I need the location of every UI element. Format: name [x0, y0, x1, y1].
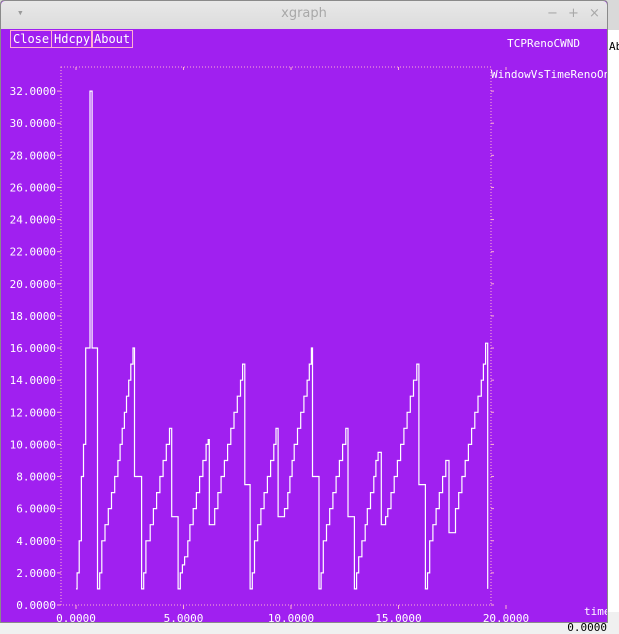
close-icon[interactable]: ×: [589, 6, 600, 21]
plot-frame: [60, 66, 492, 606]
window-menu-icon[interactable]: ▾: [17, 6, 24, 19]
x-tick-label: 15.0000: [375, 612, 421, 622]
x-tick-label: 20.0000: [483, 612, 529, 622]
series-line: [76, 90, 489, 590]
window-title: xgraph: [281, 6, 327, 21]
title-bar[interactable]: ▾ xgraph − + ×: [1, 1, 607, 30]
y-tick-label: 14.0000: [10, 374, 56, 387]
y-tick-label: 2.0000: [16, 567, 56, 580]
background-window-right-edge: Ab: [607, 30, 619, 634]
about-button[interactable]: About: [91, 30, 134, 48]
y-tick-label: 4.0000: [16, 535, 56, 548]
x-tick-label: 5.0000: [164, 612, 204, 622]
maximize-icon[interactable]: +: [568, 6, 579, 21]
minimize-icon[interactable]: −: [547, 6, 558, 21]
y-tick-label: 16.0000: [10, 342, 56, 355]
y-tick-label: 26.0000: [10, 181, 56, 194]
y-tick-label: 22.0000: [10, 246, 56, 259]
y-tick-label: 28.0000: [10, 149, 56, 162]
x-tick-label: 0.0000: [56, 612, 96, 622]
y-tick-label: 20.0000: [10, 278, 56, 291]
y-tick-label: 32.0000: [10, 85, 56, 98]
y-tick-label: 8.0000: [16, 471, 56, 484]
x-tick-label: 10.0000: [268, 612, 314, 622]
plot-area: Close Hdcpy About TCPRenoCWND 0.0000 2.00…: [1, 29, 607, 622]
plot-title: TCPRenoCWND: [507, 37, 580, 50]
x-axis-label: time: [584, 605, 607, 618]
background-bottom-right-text: 0.0000: [567, 621, 607, 634]
xgraph-window: ▾ xgraph − + × Close Hdcpy About TCPReno…: [0, 0, 608, 623]
y-tick-label: 18.0000: [10, 310, 56, 323]
y-tick-label: 10.0000: [10, 438, 56, 451]
legend-series-name: WindowVsTimeRenoOne: [491, 68, 607, 81]
chart-svg: 0.0000 2.0000 4.0000 6.0000 8.0000 10.0000 12.…: [10, 66, 607, 622]
background-right-text: Ab: [609, 40, 619, 53]
y-tick-label: 6.0000: [16, 503, 56, 516]
y-tick-label: 12.0000: [10, 406, 56, 419]
hdcpy-button[interactable]: Hdcpy: [51, 30, 94, 48]
y-tick-label: 30.0000: [10, 117, 56, 130]
y-tick-label: 0.0000: [16, 599, 56, 612]
y-tick-label: 24.0000: [10, 214, 56, 227]
